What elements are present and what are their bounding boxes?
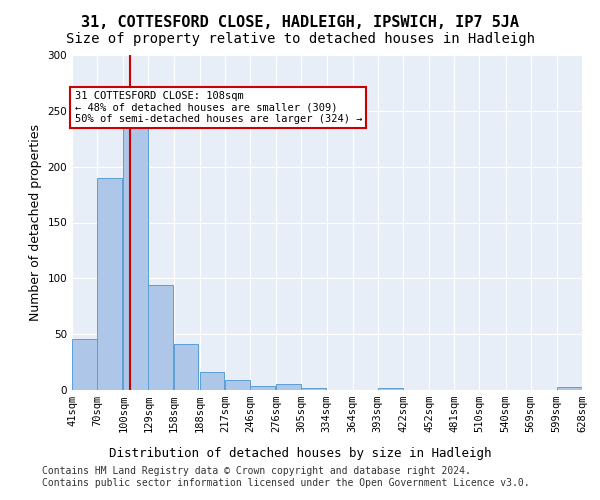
Bar bbox=[173, 344, 199, 390]
Bar bbox=[148, 285, 173, 390]
Bar bbox=[378, 388, 403, 390]
Text: 31 COTTESFORD CLOSE: 108sqm
← 48% of detached houses are smaller (309)
50% of se: 31 COTTESFORD CLOSE: 108sqm ← 48% of det… bbox=[74, 90, 362, 124]
Bar bbox=[72, 338, 97, 390]
Bar bbox=[225, 380, 250, 390]
Text: Distribution of detached houses by size in Hadleigh: Distribution of detached houses by size … bbox=[109, 448, 491, 460]
Bar bbox=[123, 113, 148, 390]
Text: 31, COTTESFORD CLOSE, HADLEIGH, IPSWICH, IP7 5JA: 31, COTTESFORD CLOSE, HADLEIGH, IPSWICH,… bbox=[81, 15, 519, 30]
Bar bbox=[276, 384, 301, 390]
Bar bbox=[200, 372, 224, 390]
Bar bbox=[97, 178, 122, 390]
Bar bbox=[301, 388, 326, 390]
Y-axis label: Number of detached properties: Number of detached properties bbox=[29, 124, 42, 321]
Text: Size of property relative to detached houses in Hadleigh: Size of property relative to detached ho… bbox=[65, 32, 535, 46]
Bar bbox=[250, 386, 275, 390]
Text: Contains HM Land Registry data © Crown copyright and database right 2024.
Contai: Contains HM Land Registry data © Crown c… bbox=[42, 466, 530, 487]
Bar bbox=[557, 386, 581, 390]
